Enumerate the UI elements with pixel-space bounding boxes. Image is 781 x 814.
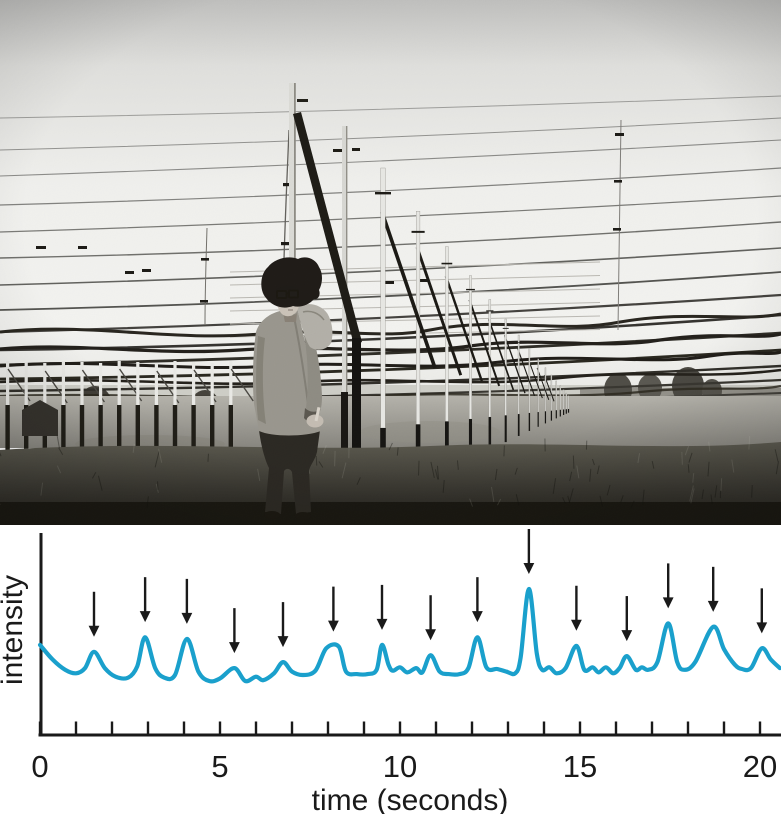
x-axis-ticks xyxy=(38,721,762,735)
photograph xyxy=(0,0,781,525)
intensity-curve xyxy=(37,586,781,684)
y-axis-label: intensity xyxy=(0,575,29,685)
svg-text:20: 20 xyxy=(743,749,777,784)
svg-text:5: 5 xyxy=(211,749,228,784)
x-axis-tick-labels: 0 5 10 15 20 xyxy=(31,749,777,784)
svg-text:10: 10 xyxy=(383,749,417,784)
svg-text:15: 15 xyxy=(563,749,597,784)
x-axis-label: time (seconds) xyxy=(312,784,509,814)
chart-canvas: 0 5 10 15 20 time (seconds) intensity xyxy=(0,529,781,814)
photo-canvas xyxy=(0,0,781,525)
svg-text:0: 0 xyxy=(31,749,48,784)
film-grain xyxy=(0,0,781,525)
intensity-chart: 0 5 10 15 20 time (seconds) intensity xyxy=(0,525,781,814)
peak-arrows xyxy=(88,529,768,654)
